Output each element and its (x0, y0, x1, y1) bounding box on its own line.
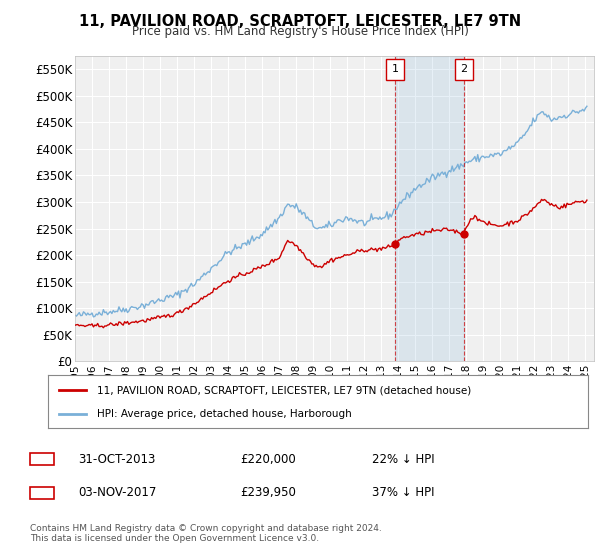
Text: 22% ↓ HPI: 22% ↓ HPI (372, 452, 434, 466)
Text: HPI: Average price, detached house, Harborough: HPI: Average price, detached house, Harb… (97, 408, 352, 418)
Text: 1: 1 (38, 452, 46, 466)
Bar (395, 56, 464, 361)
Text: 1: 1 (392, 64, 399, 74)
Text: Price paid vs. HM Land Registry's House Price Index (HPI): Price paid vs. HM Land Registry's House … (131, 25, 469, 38)
Text: 03-NOV-2017: 03-NOV-2017 (78, 486, 157, 500)
Text: 31-OCT-2013: 31-OCT-2013 (78, 452, 155, 466)
Text: 11, PAVILION ROAD, SCRAPTOFT, LEICESTER, LE7 9TN (detached house): 11, PAVILION ROAD, SCRAPTOFT, LEICESTER,… (97, 385, 471, 395)
Text: 37% ↓ HPI: 37% ↓ HPI (372, 486, 434, 500)
Text: 2: 2 (460, 64, 467, 74)
Text: £220,000: £220,000 (240, 452, 296, 466)
Text: 11, PAVILION ROAD, SCRAPTOFT, LEICESTER, LE7 9TN: 11, PAVILION ROAD, SCRAPTOFT, LEICESTER,… (79, 14, 521, 29)
Text: Contains HM Land Registry data © Crown copyright and database right 2024.
This d: Contains HM Land Registry data © Crown c… (30, 524, 382, 543)
Text: £239,950: £239,950 (240, 486, 296, 500)
Text: 2: 2 (38, 486, 46, 500)
